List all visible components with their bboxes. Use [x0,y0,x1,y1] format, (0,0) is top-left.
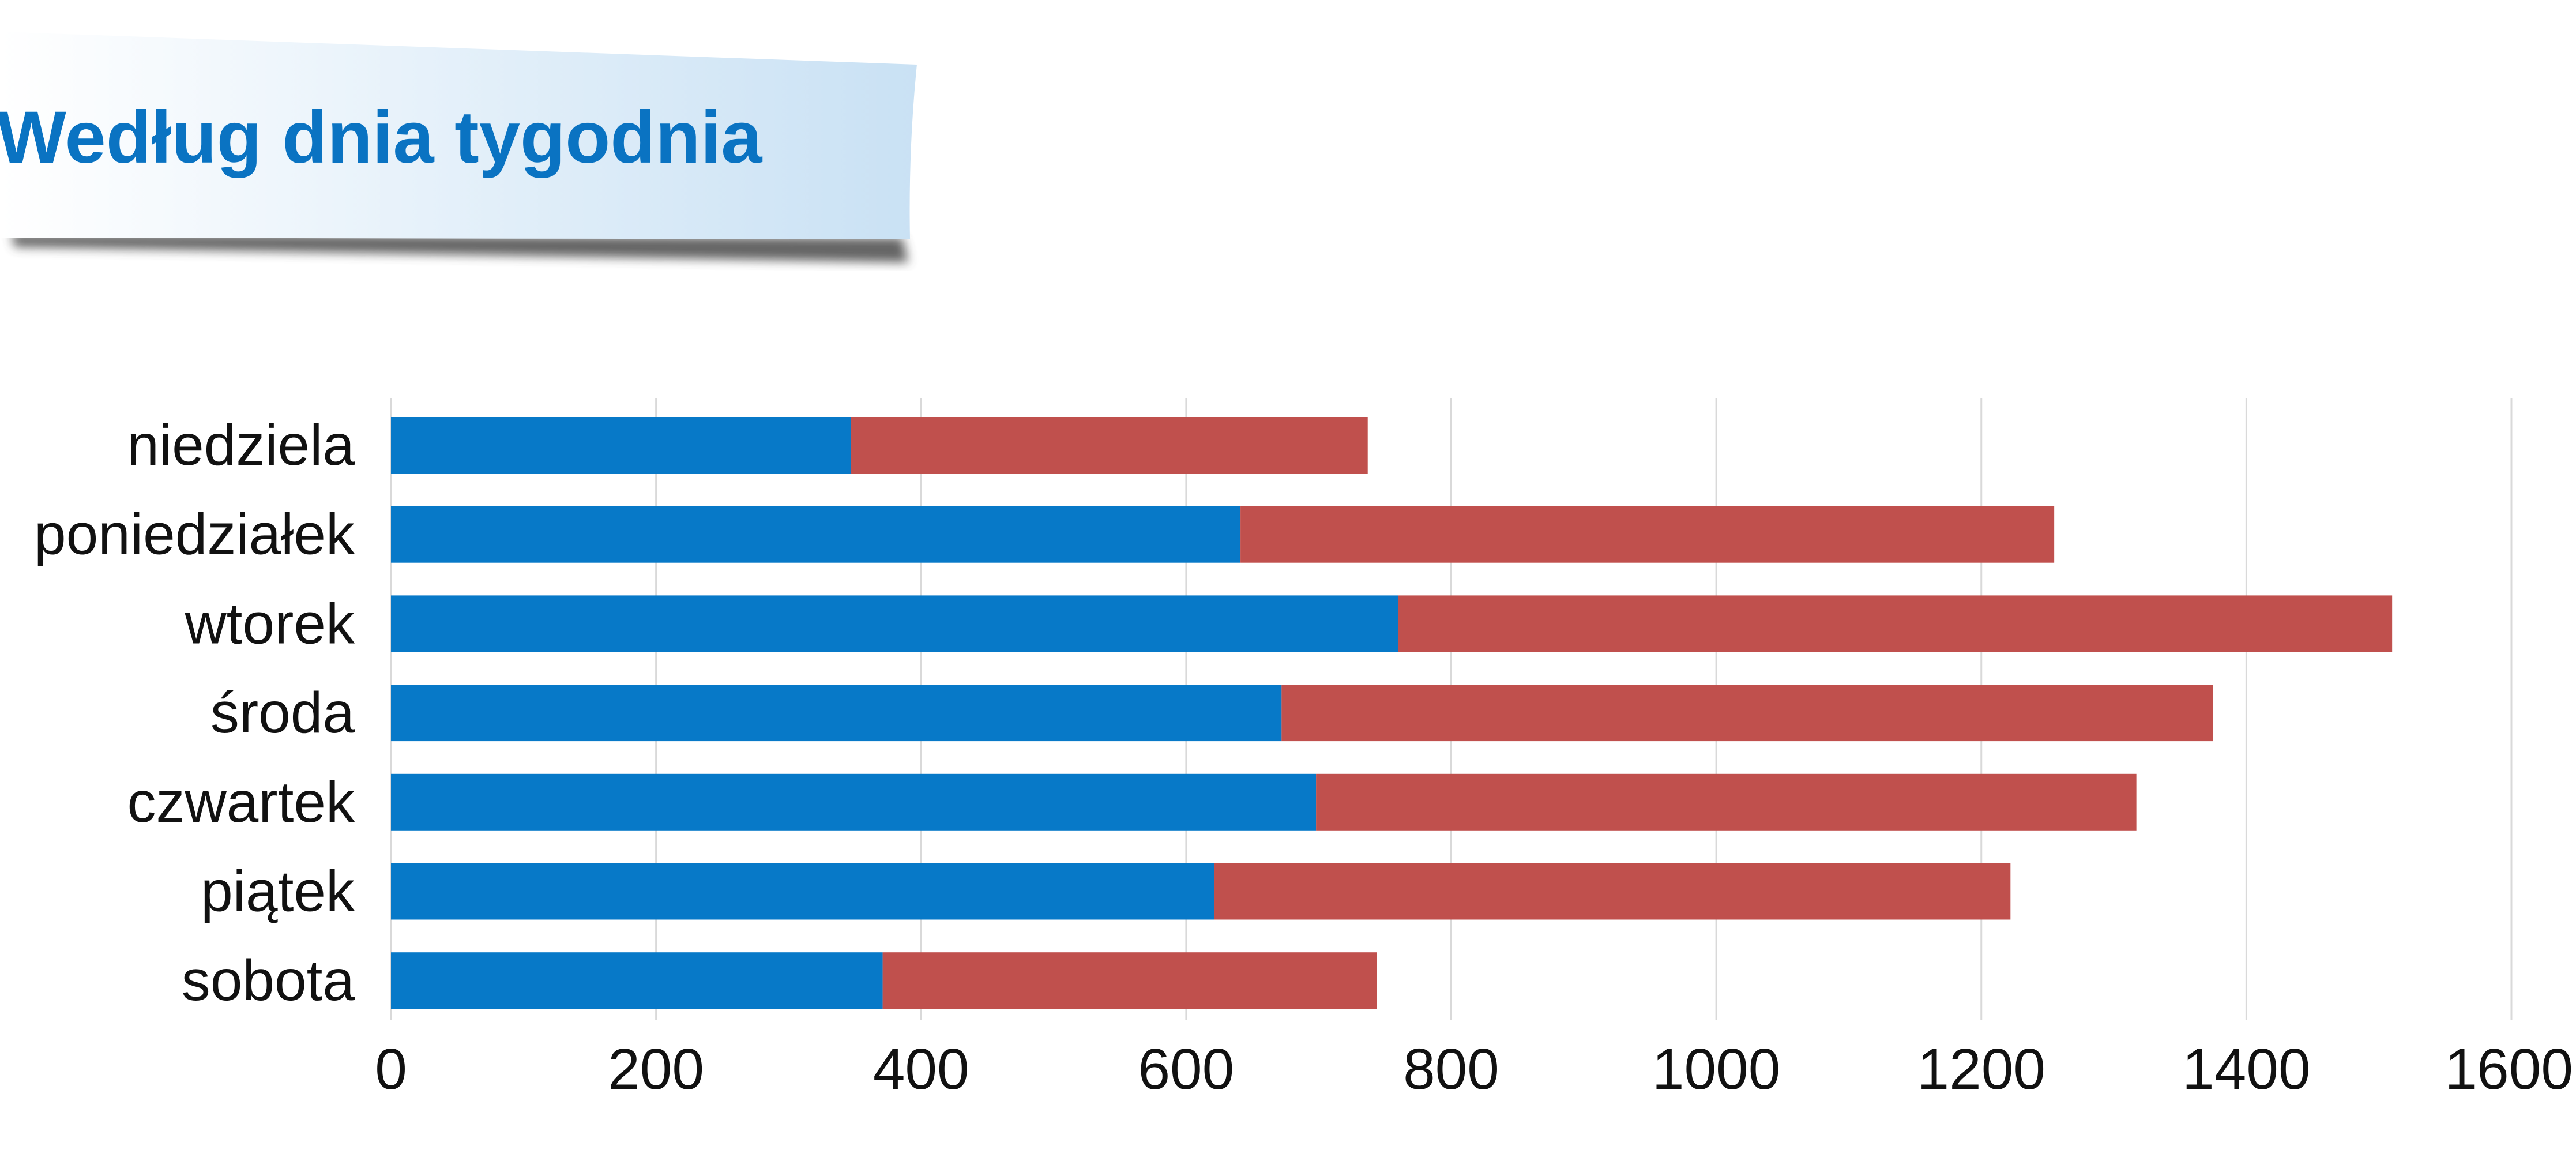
bar-series-2-2 [1398,595,2393,652]
bar-series-1-5 [391,863,1214,920]
x-tick-label: 200 [608,1037,704,1102]
category-label: środa [210,681,355,745]
x-tick-label: 1200 [1917,1037,2045,1102]
x-axis-tick-labels: 0 200 400 600 800 1000 1200 1400 1600 [375,1037,2573,1102]
x-tick-label: 1400 [2182,1037,2310,1102]
x-tick-label: 800 [1403,1037,1499,1102]
bar-series-2-1 [1240,506,2055,563]
bar-series-2-4 [1316,773,2137,831]
category-labels: niedziela poniedziałek wtorek środa czwartek… [34,413,355,1013]
banner-body [0,32,917,239]
category-label: sobota [182,948,355,1013]
category-label: niedziela [127,413,355,478]
x-tick-label: 600 [1138,1037,1234,1102]
bar-series-1-4 [391,773,1317,831]
bar-series-1-2 [391,595,1398,652]
x-tick-label: 1600 [2445,1037,2573,1102]
bar-series-2-6 [882,952,1377,1009]
category-label: czwartek [127,770,355,835]
category-label: poniedziałek [34,502,355,567]
title-banner: Według dnia tygodnia [0,32,917,262]
bars [391,417,2393,1009]
x-tick-label: 0 [375,1037,407,1102]
bar-series-1-0 [391,417,851,474]
category-label: wtorek [184,591,355,656]
bar-series-1-6 [391,952,883,1009]
x-tick-label: 1000 [1652,1037,1780,1102]
bar-series-1-3 [391,685,1282,742]
bar-series-1-1 [391,506,1241,563]
banner-shadow [12,234,908,262]
x-tick-label: 400 [873,1037,969,1102]
bar-series-2-3 [1281,685,2213,742]
category-label: piątek [201,859,355,924]
bar-series-2-5 [1214,863,2011,920]
chart-title: Według dnia tygodnia [0,96,762,179]
bar-series-2-0 [851,417,1368,474]
